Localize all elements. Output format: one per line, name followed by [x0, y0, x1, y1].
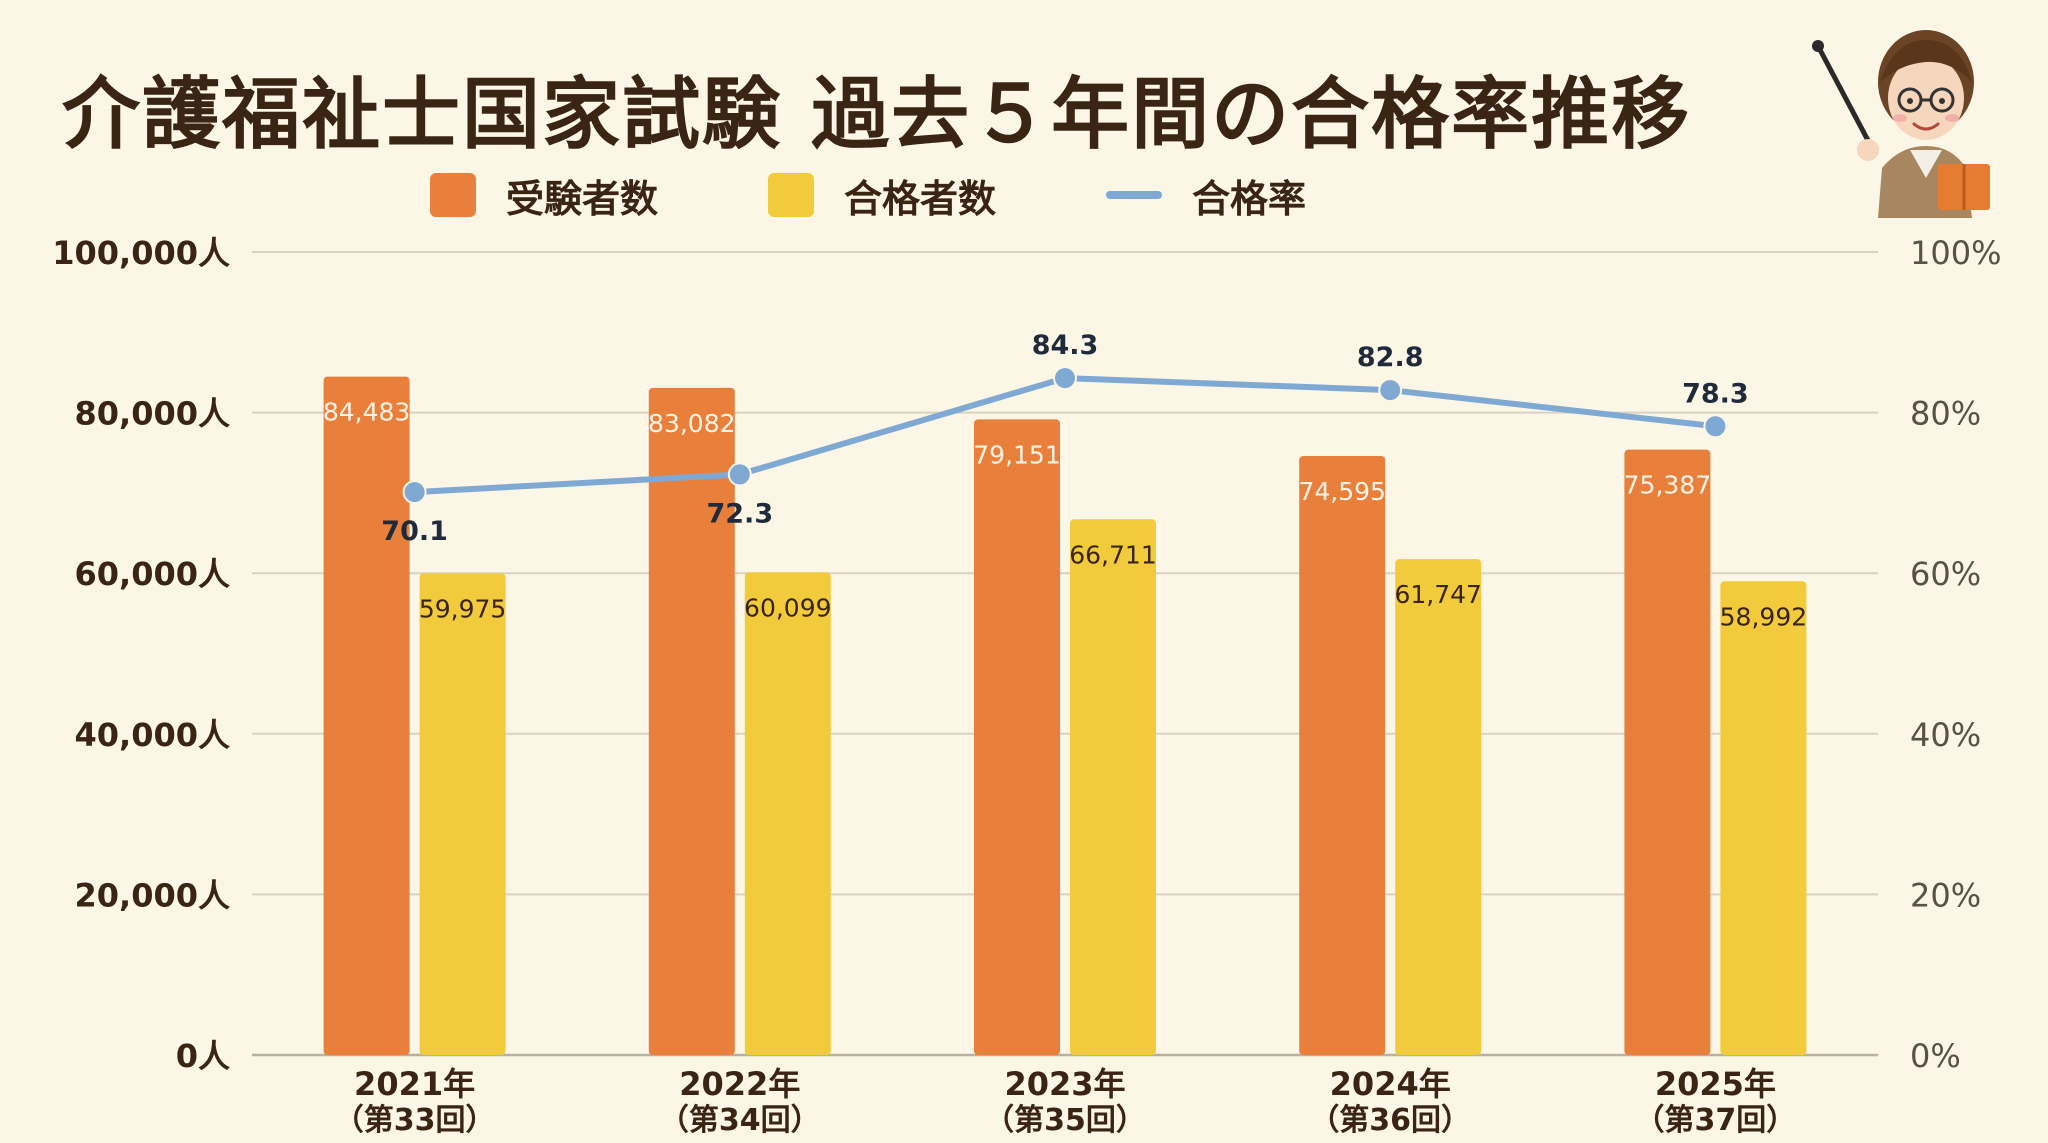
- bar-label-applicants: 83,082: [648, 409, 735, 438]
- bar-applicants: [1299, 456, 1386, 1055]
- y-tick-label-left: 60,000人: [75, 555, 231, 593]
- legend-label-applicants: 受験者数: [506, 176, 659, 221]
- y-tick-label-left: 80,000人: [75, 395, 231, 433]
- bar-applicants: [323, 376, 410, 1055]
- legend-item-applicants: 受験者数: [430, 168, 658, 223]
- y-tick-label-right: 0%: [1910, 1037, 1961, 1075]
- y-tick-label-left: 20,000人: [75, 876, 231, 914]
- y-tick-label-right: 20%: [1910, 876, 1981, 914]
- rate-label: 70.1: [381, 516, 448, 547]
- legend-label-rate: 合格率: [1192, 176, 1307, 221]
- bar-label-applicants: 74,595: [1298, 477, 1385, 506]
- bar-label-passers: 59,975: [419, 594, 506, 623]
- legend-swatch-applicants: [430, 173, 476, 217]
- x-tick-sublabel: （第34回）: [659, 1103, 821, 1138]
- rate-point: [1053, 366, 1077, 391]
- x-tick-label: 2025年: [1655, 1065, 1776, 1103]
- bar-passers: [419, 573, 506, 1055]
- bar-label-applicants: 75,387: [1624, 471, 1711, 500]
- bar-label-passers: 66,711: [1069, 540, 1156, 569]
- bar-passers: [1070, 519, 1156, 1055]
- bar-passers: [744, 572, 831, 1055]
- rate-label: 78.3: [1682, 378, 1749, 409]
- teacher-illustration: [1812, 30, 1990, 218]
- bar-passers: [1720, 581, 1807, 1055]
- bar-label-passers: 60,099: [744, 593, 831, 622]
- bar-passers: [1395, 559, 1482, 1055]
- rate-label: 72.3: [706, 498, 773, 529]
- legend: 受験者数 合格者数 合格率: [430, 168, 1416, 223]
- rate-point: [1378, 378, 1403, 403]
- legend-label-passers: 合格者数: [844, 176, 997, 221]
- bar-label-applicants: 84,483: [323, 398, 410, 427]
- y-tick-label-left: 100,000人: [52, 234, 230, 272]
- legend-swatch-passers: [768, 173, 815, 217]
- legend-item-passers: 合格者数: [768, 168, 996, 223]
- y-tick-label-right: 80%: [1910, 395, 1981, 433]
- legend-item-rate: 合格率: [1106, 168, 1306, 223]
- rate-line: [414, 375, 1716, 496]
- bar-label-passers: 61,747: [1394, 580, 1481, 609]
- chart-title: 介護福祉士国家試験 過去５年間の合格率推移: [62, 70, 1692, 160]
- y-tick-label-right: 60%: [1910, 555, 1981, 593]
- y-tick-label-left: 0人: [176, 1037, 230, 1075]
- bar-applicants: [1624, 449, 1711, 1055]
- x-tick-label: 2023年: [1004, 1065, 1125, 1103]
- rate-label: 84.3: [1032, 330, 1099, 361]
- bar-applicants: [974, 419, 1060, 1055]
- rate-point: [1703, 414, 1728, 439]
- legend-swatch-rate: [1106, 191, 1163, 199]
- y-tick-label-right: 100%: [1910, 234, 2001, 272]
- rate-label: 82.8: [1357, 342, 1424, 373]
- x-tick-sublabel: （第33回）: [334, 1103, 496, 1138]
- rate-point: [402, 480, 427, 505]
- bar-label-passers: 58,992: [1720, 602, 1807, 631]
- x-tick-label: 2021年: [354, 1065, 475, 1103]
- x-tick-label: 2022年: [679, 1065, 800, 1103]
- x-tick-sublabel: （第37回）: [1635, 1103, 1797, 1138]
- bar-label-applicants: 79,151: [973, 440, 1060, 469]
- y-tick-label-left: 40,000人: [75, 716, 231, 754]
- y-tick-label-right: 40%: [1910, 716, 1981, 754]
- x-tick-label: 2024年: [1330, 1065, 1451, 1103]
- x-tick-sublabel: （第35回）: [984, 1103, 1146, 1138]
- rate-point: [727, 462, 752, 487]
- x-tick-sublabel: （第36回）: [1309, 1103, 1471, 1138]
- bar-applicants: [648, 387, 735, 1055]
